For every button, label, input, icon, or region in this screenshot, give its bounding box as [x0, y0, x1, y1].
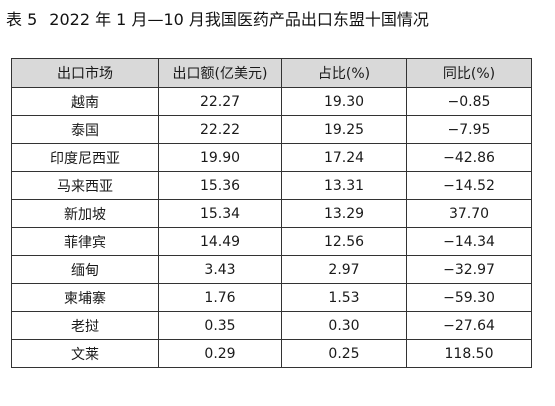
table-row: 文莱 0.29 0.25 118.50 — [11, 339, 532, 368]
cell-export-value: 0.29 — [158, 339, 282, 368]
table-row: 印度尼西亚 19.90 17.24 −42.86 — [11, 143, 532, 172]
cell-yoy: 37.70 — [406, 199, 532, 228]
cell-yoy: −14.52 — [406, 171, 532, 200]
cell-share: 19.30 — [281, 87, 407, 116]
cell-share: 1.53 — [281, 283, 407, 312]
cell-share: 0.25 — [281, 339, 407, 368]
table-header-row: 出口市场 出口额(亿美元) 占比(%) 同比(%) — [11, 58, 532, 88]
table-row: 柬埔寨 1.76 1.53 −59.30 — [11, 283, 532, 312]
cell-yoy: −27.64 — [406, 311, 532, 340]
cell-market: 柬埔寨 — [11, 283, 159, 312]
cell-export-value: 19.90 — [158, 143, 282, 172]
cell-yoy: −59.30 — [406, 283, 532, 312]
header-yoy: 同比(%) — [406, 58, 532, 88]
table-title: 2022 年 1 月—10 月我国医药产品出口东盟十国情况 — [49, 10, 429, 29]
cell-yoy: 118.50 — [406, 339, 532, 368]
cell-yoy: −32.97 — [406, 255, 532, 284]
header-export-value: 出口额(亿美元) — [158, 58, 282, 88]
cell-share: 12.56 — [281, 227, 407, 256]
header-market: 出口市场 — [11, 58, 159, 88]
cell-yoy: −14.34 — [406, 227, 532, 256]
cell-export-value: 14.49 — [158, 227, 282, 256]
table-row: 马来西亚 15.36 13.31 −14.52 — [11, 171, 532, 200]
cell-market: 泰国 — [11, 115, 159, 144]
cell-export-value: 15.36 — [158, 171, 282, 200]
cell-market: 马来西亚 — [11, 171, 159, 200]
table-row: 缅甸 3.43 2.97 −32.97 — [11, 255, 532, 284]
cell-export-value: 22.27 — [158, 87, 282, 116]
cell-market: 印度尼西亚 — [11, 143, 159, 172]
cell-share: 2.97 — [281, 255, 407, 284]
cell-market: 文莱 — [11, 339, 159, 368]
export-table: 出口市场 出口额(亿美元) 占比(%) 同比(%) 越南 22.27 19.30… — [11, 58, 532, 368]
table-caption: 表 5 2022 年 1 月—10 月我国医药产品出口东盟十国情况 — [6, 9, 429, 31]
cell-export-value: 1.76 — [158, 283, 282, 312]
cell-yoy: −0.85 — [406, 87, 532, 116]
cell-share: 0.30 — [281, 311, 407, 340]
cell-export-value: 0.35 — [158, 311, 282, 340]
cell-yoy: −42.86 — [406, 143, 532, 172]
cell-share: 13.31 — [281, 171, 407, 200]
header-share: 占比(%) — [281, 58, 407, 88]
cell-market: 缅甸 — [11, 255, 159, 284]
table-row: 菲律宾 14.49 12.56 −14.34 — [11, 227, 532, 256]
cell-share: 17.24 — [281, 143, 407, 172]
table-row: 泰国 22.22 19.25 −7.95 — [11, 115, 532, 144]
cell-market: 越南 — [11, 87, 159, 116]
table-row: 老挝 0.35 0.30 −27.64 — [11, 311, 532, 340]
cell-share: 19.25 — [281, 115, 407, 144]
cell-market: 菲律宾 — [11, 227, 159, 256]
cell-yoy: −7.95 — [406, 115, 532, 144]
cell-share: 13.29 — [281, 199, 407, 228]
cell-export-value: 22.22 — [158, 115, 282, 144]
cell-export-value: 15.34 — [158, 199, 282, 228]
table-number: 表 5 — [6, 10, 38, 29]
table-row: 新加坡 15.34 13.29 37.70 — [11, 199, 532, 228]
table-container: 出口市场 出口额(亿美元) 占比(%) 同比(%) 越南 22.27 19.30… — [11, 58, 532, 368]
cell-market: 新加坡 — [11, 199, 159, 228]
table-row: 越南 22.27 19.30 −0.85 — [11, 87, 532, 116]
cell-export-value: 3.43 — [158, 255, 282, 284]
cell-market: 老挝 — [11, 311, 159, 340]
